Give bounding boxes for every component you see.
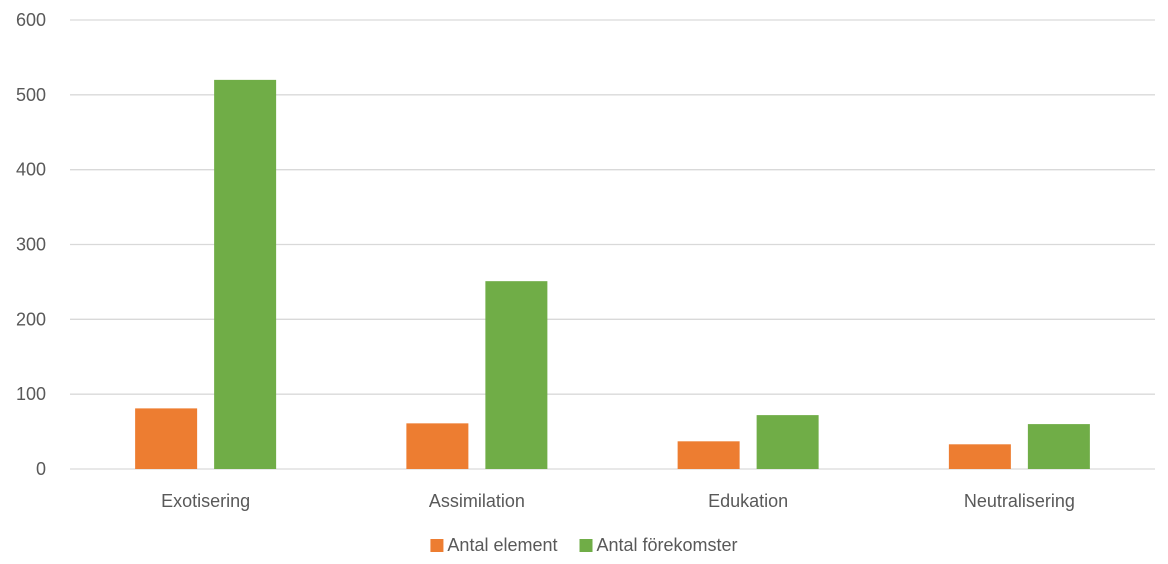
y-axis-tick-labels: 0 100 200 300 400 500 600 — [16, 10, 46, 479]
bar-exotisering-antal-forekomster — [214, 79, 277, 469]
y-tick-label: 0 — [36, 459, 46, 479]
x-category-label: Edukation — [708, 491, 788, 511]
legend: Antal element Antal förekomster — [430, 535, 738, 555]
y-tick-label: 300 — [16, 235, 46, 255]
legend-label: Antal förekomster — [597, 535, 738, 555]
bar-assimilation-antal-forekomster — [485, 281, 548, 469]
legend-label: Antal element — [447, 535, 557, 555]
bar-edukation-antal-element — [677, 441, 740, 469]
y-tick-label: 100 — [16, 384, 46, 404]
y-tick-label: 600 — [16, 10, 46, 30]
bar-assimilation-antal-element — [406, 423, 469, 469]
legend-swatch — [579, 539, 593, 552]
bar-neutralisering-antal-forekomster — [1027, 424, 1090, 469]
bar-exotisering-antal-element — [135, 408, 198, 469]
x-category-label: Neutralisering — [964, 491, 1075, 511]
x-axis-category-labels: Exotisering Assimilation Edukation Neutrali… — [161, 491, 1075, 511]
x-category-label: Exotisering — [161, 491, 250, 511]
y-tick-label: 400 — [16, 160, 46, 180]
legend-swatch — [430, 539, 444, 552]
bar-neutralisering-antal-element — [948, 444, 1011, 469]
bars — [135, 79, 1090, 469]
x-category-label: Assimilation — [429, 491, 525, 511]
y-tick-label: 200 — [16, 309, 46, 329]
bar-edukation-antal-forekomster — [756, 415, 819, 469]
y-tick-label: 500 — [16, 85, 46, 105]
